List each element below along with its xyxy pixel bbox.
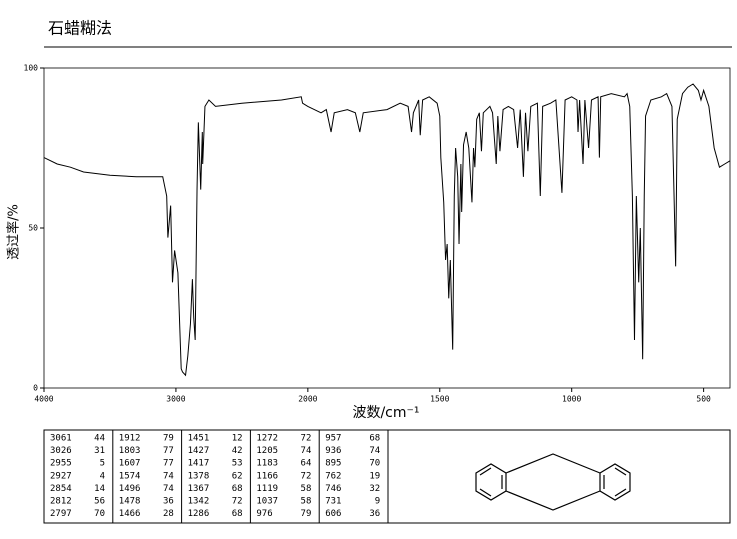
peak-wavenumber: 3026: [50, 446, 72, 456]
peak-transmittance: 64: [301, 459, 312, 469]
peak-transmittance: 28: [163, 509, 174, 519]
peak-transmittance: 62: [232, 471, 243, 481]
peak-transmittance: 72: [232, 497, 243, 507]
peak-wavenumber: 936: [325, 446, 341, 456]
peak-transmittance: 79: [301, 509, 312, 519]
peak-transmittance: 68: [232, 509, 243, 519]
peak-transmittance: 74: [163, 484, 174, 494]
peak-transmittance: 58: [301, 484, 312, 494]
peak-transmittance: 32: [369, 484, 380, 494]
peak-wavenumber: 895: [325, 459, 341, 469]
peak-wavenumber: 3061: [50, 434, 72, 444]
x-tick-label: 3000: [166, 395, 185, 404]
peak-wavenumber: 1342: [188, 497, 210, 507]
peak-wavenumber: 1272: [256, 434, 278, 444]
peak-wavenumber: 1166: [256, 471, 278, 481]
peak-wavenumber: 1417: [188, 459, 210, 469]
peak-transmittance: 77: [163, 446, 174, 456]
peak-wavenumber: 1119: [256, 484, 278, 494]
peak-transmittance: 74: [301, 446, 312, 456]
structure: [475, 453, 631, 511]
y-axis-label: 透过率/%: [6, 204, 22, 260]
peak-transmittance: 36: [163, 497, 174, 507]
peak-transmittance: 74: [369, 446, 380, 456]
peak-transmittance: 72: [301, 434, 312, 444]
x-tick-label: 500: [696, 395, 711, 404]
peak-transmittance: 56: [94, 497, 105, 507]
peak-transmittance: 74: [163, 471, 174, 481]
peak-wavenumber: 1286: [188, 509, 210, 519]
peak-wavenumber: 957: [325, 434, 341, 444]
peak-wavenumber: 1378: [188, 471, 210, 481]
peak-transmittance: 79: [163, 434, 174, 444]
table-frame: [43, 429, 731, 524]
x-tick-label: 2000: [298, 395, 317, 404]
peak-wavenumber: 1607: [119, 459, 141, 469]
peak-wavenumber: 2797: [50, 509, 72, 519]
peak-transmittance: 70: [369, 459, 380, 469]
peak-transmittance: 9: [375, 497, 380, 507]
x-tick-label: 4000: [34, 395, 53, 404]
peak-transmittance: 42: [232, 446, 243, 456]
peak-transmittance: 77: [163, 459, 174, 469]
peak-wavenumber: 1367: [188, 484, 210, 494]
y-tick-label: 0: [33, 384, 38, 393]
peak-transmittance: 58: [301, 497, 312, 507]
peak-wavenumber: 1574: [119, 471, 141, 481]
peak-transmittance: 4: [100, 471, 105, 481]
peak-wavenumber: 1496: [119, 484, 141, 494]
peak-wavenumber: 1803: [119, 446, 141, 456]
peak-wavenumber: 731: [325, 497, 341, 507]
peak-wavenumber: 606: [325, 509, 341, 519]
peak-wavenumber: 1183: [256, 459, 278, 469]
peak-wavenumber: 2854: [50, 484, 72, 494]
peak-transmittance: 70: [94, 509, 105, 519]
peak-transmittance: 68: [232, 484, 243, 494]
peak-transmittance: 53: [232, 459, 243, 469]
peak-wavenumber: 2955: [50, 459, 72, 469]
peak-transmittance: 12: [232, 434, 243, 444]
x-axis-label: 波数/cm⁻¹: [352, 405, 419, 421]
peak-wavenumber: 1451: [188, 434, 210, 444]
peak-wavenumber: 1912: [119, 434, 141, 444]
y-tick-label: 100: [24, 64, 39, 73]
peak-wavenumber: 2927: [50, 471, 72, 481]
title: 石蜡糊法: [48, 19, 112, 38]
peak-transmittance: 44: [94, 434, 105, 444]
peak-wavenumber: 2812: [50, 497, 72, 507]
peak-wavenumber: 762: [325, 471, 341, 481]
peak-transmittance: 5: [100, 459, 105, 469]
y-tick-label: 50: [28, 224, 38, 233]
peak-transmittance: 68: [369, 434, 380, 444]
peak-transmittance: 14: [94, 484, 105, 494]
peak-transmittance: 36: [369, 509, 380, 519]
peak-wavenumber: 1478: [119, 497, 141, 507]
peak-wavenumber: 746: [325, 484, 341, 494]
peak-wavenumber: 976: [256, 509, 272, 519]
x-tick-label: 1500: [430, 395, 449, 404]
plot-frame: [43, 67, 731, 389]
x-tick-label: 1000: [562, 395, 581, 404]
peak-wavenumber: 1037: [256, 497, 278, 507]
peak-wavenumber: 1427: [188, 446, 210, 456]
peak-transmittance: 72: [301, 471, 312, 481]
peak-transmittance: 19: [369, 471, 380, 481]
peak-wavenumber: 1205: [256, 446, 278, 456]
spectrum-line: [43, 83, 731, 377]
peak-wavenumber: 1466: [119, 509, 141, 519]
peak-transmittance: 31: [94, 446, 105, 456]
